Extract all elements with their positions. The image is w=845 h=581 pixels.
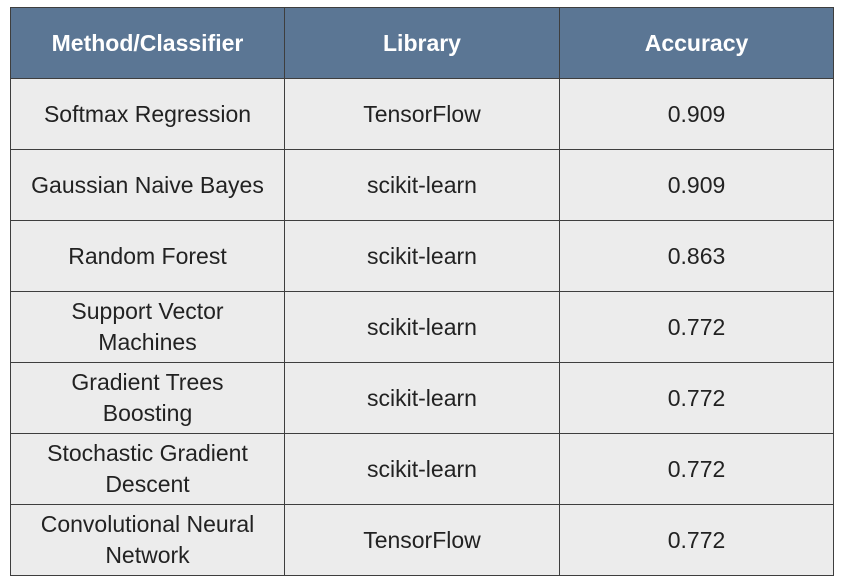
cell-library: TensorFlow — [284, 78, 560, 150]
cell-method: Gradient Trees Boosting — [10, 362, 285, 434]
results-table-container: Method/Classifier Library Accuracy Softm… — [10, 7, 834, 576]
cell-method: Stochastic Gradient Descent — [10, 433, 285, 505]
cell-library: scikit-learn — [284, 149, 560, 221]
cell-accuracy: 0.772 — [559, 504, 834, 576]
header-accuracy: Accuracy — [559, 7, 834, 79]
cell-method: Random Forest — [10, 220, 285, 292]
cell-accuracy: 0.772 — [559, 291, 834, 363]
results-table: Method/Classifier Library Accuracy Softm… — [10, 7, 834, 576]
cell-method: Convolutional Neural Network — [10, 504, 285, 576]
table-row: Convolutional Neural Network TensorFlow … — [10, 504, 834, 576]
cell-library: TensorFlow — [284, 504, 560, 576]
header-method: Method/Classifier — [10, 7, 285, 79]
cell-library: scikit-learn — [284, 220, 560, 292]
table-row: Gaussian Naive Bayes scikit-learn 0.909 — [10, 149, 834, 221]
table-row: Stochastic Gradient Descent scikit-learn… — [10, 433, 834, 505]
cell-library: scikit-learn — [284, 433, 560, 505]
cell-accuracy: 0.863 — [559, 220, 834, 292]
cell-library: scikit-learn — [284, 291, 560, 363]
table-header-row: Method/Classifier Library Accuracy — [10, 7, 834, 79]
table-row: Support Vector Machines scikit-learn 0.7… — [10, 291, 834, 363]
table-row: Random Forest scikit-learn 0.863 — [10, 220, 834, 292]
cell-accuracy: 0.909 — [559, 78, 834, 150]
cell-method: Gaussian Naive Bayes — [10, 149, 285, 221]
cell-accuracy: 0.772 — [559, 433, 834, 505]
cell-accuracy: 0.909 — [559, 149, 834, 221]
cell-accuracy: 0.772 — [559, 362, 834, 434]
table-row: Softmax Regression TensorFlow 0.909 — [10, 78, 834, 150]
cell-method: Support Vector Machines — [10, 291, 285, 363]
cell-library: scikit-learn — [284, 362, 560, 434]
cell-method: Softmax Regression — [10, 78, 285, 150]
header-library: Library — [284, 7, 560, 79]
table-row: Gradient Trees Boosting scikit-learn 0.7… — [10, 362, 834, 434]
